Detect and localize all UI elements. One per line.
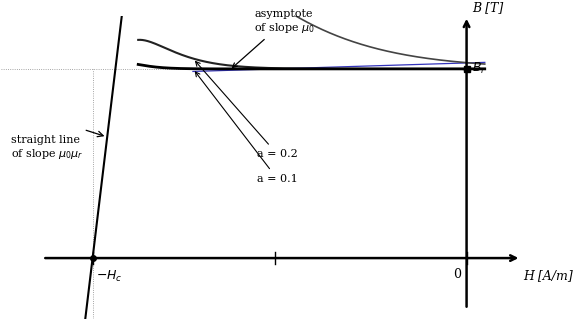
Text: asymptote
of slope $\mu_0$: asymptote of slope $\mu_0$ <box>232 9 315 68</box>
Text: a = 0.2: a = 0.2 <box>196 61 297 159</box>
Text: 0: 0 <box>453 268 461 282</box>
Text: straight line
of slope $\mu_0\mu_r$: straight line of slope $\mu_0\mu_r$ <box>10 135 83 161</box>
Text: B [T]: B [T] <box>472 1 503 14</box>
Text: H [A/m]: H [A/m] <box>523 269 573 283</box>
Text: $-H_c$: $-H_c$ <box>96 268 123 284</box>
Text: $B_r$: $B_r$ <box>472 61 487 76</box>
Text: a = 0.5: a = 0.5 <box>0 319 1 320</box>
Text: a = 0.1: a = 0.1 <box>195 72 297 184</box>
